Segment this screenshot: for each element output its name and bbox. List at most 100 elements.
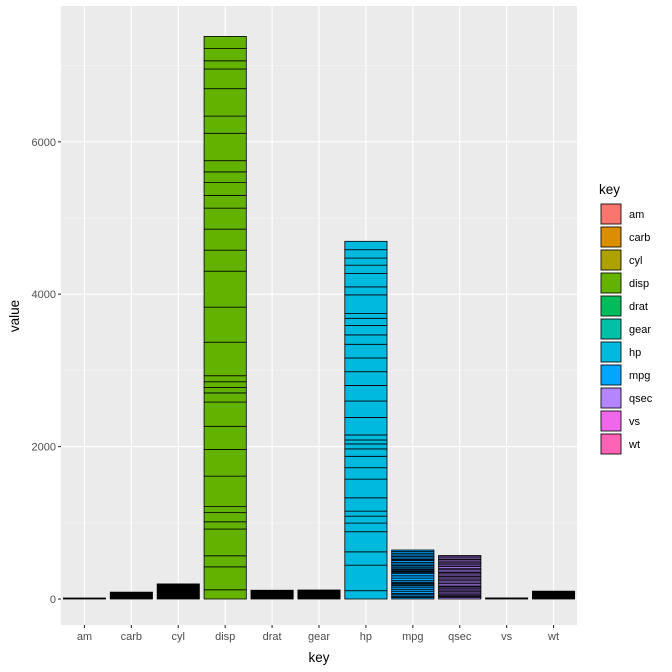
bar-segment-hp	[344, 313, 388, 319]
bar-segment-hp	[344, 325, 388, 336]
legend-label-cyl: cyl	[629, 255, 642, 267]
bar-segment-hp	[344, 317, 388, 326]
bar-segment-hp	[344, 551, 388, 566]
bar-segment-disp	[203, 589, 247, 600]
bar-segment-disp	[203, 392, 247, 403]
bar-segment-mpg	[391, 549, 435, 553]
bar-segment-disp	[203, 68, 247, 90]
x-tick-label: vs	[501, 631, 513, 643]
bar-segment-disp	[203, 160, 247, 173]
bar-segment-disp	[203, 375, 247, 383]
bar-segment-hp	[344, 343, 388, 359]
bar-segment-disp	[203, 306, 247, 343]
legend-label-hp: hp	[629, 347, 641, 359]
bar-segment-hp	[344, 385, 388, 402]
legend-label-gear: gear	[629, 324, 651, 336]
bar-segment-disp	[203, 387, 247, 394]
bar-segment-hp	[344, 357, 388, 373]
y-tick-label: 0	[50, 594, 56, 606]
bar-segment-hp	[344, 249, 388, 259]
y-axis: 0 2000 4000 6000	[32, 137, 61, 606]
bar-segment-hp	[344, 334, 388, 345]
bar-segment-disp	[203, 555, 247, 568]
x-tick-label: mpg	[402, 631, 423, 643]
bar-segment-hp	[344, 478, 388, 499]
legend-label-qsec: qsec	[629, 393, 653, 405]
bar-segment-disp	[203, 60, 247, 70]
x-tick-label: hp	[360, 631, 372, 643]
legend-swatch-disp	[600, 272, 622, 294]
bar-wt	[532, 590, 576, 600]
bar-segment-disp	[203, 132, 247, 162]
bar-segment-hp	[344, 371, 388, 386]
x-tick-label: drat	[263, 631, 282, 643]
legend-label-drat: drat	[629, 301, 648, 313]
bar-segment-disp	[203, 528, 247, 557]
bar-segment-disp	[203, 48, 247, 62]
legend-label-vs: vs	[629, 416, 641, 428]
bar-segment-disp	[203, 475, 247, 508]
bar-segment-hp	[344, 448, 388, 457]
x-tick-label: carb	[121, 631, 142, 643]
bar-drat	[250, 589, 294, 600]
bar-segment-disp	[203, 512, 247, 523]
bar-segment-hp	[344, 264, 388, 274]
x-axis-title: key	[308, 650, 329, 665]
bar-segment-disp	[203, 341, 247, 377]
x-axis: am carb cyl disp drat gear hp mpg qsec vs wt	[77, 625, 559, 643]
y-axis-title: value	[7, 300, 22, 332]
legend-swatch-cyl	[600, 249, 622, 271]
bar-segment-hp	[344, 400, 388, 418]
bar-segment-disp	[203, 228, 247, 251]
bar-segment-hp	[344, 497, 388, 512]
bar-segment-hp	[344, 273, 388, 288]
bar-carb	[109, 591, 153, 600]
legend-swatch-hp	[600, 341, 622, 363]
bar-segment-disp	[203, 249, 247, 272]
bar-segment-disp	[203, 381, 247, 388]
bar-segment-hp	[344, 455, 388, 469]
legend-label-carb: carb	[629, 232, 650, 244]
bar-segment-hp	[344, 510, 388, 517]
bar-segment-hp	[344, 515, 388, 524]
legend-swatch-wt	[600, 433, 622, 455]
bar-am	[62, 597, 106, 600]
bar-segment-hp	[344, 564, 388, 592]
bars-group	[62, 36, 576, 600]
x-tick-label: disp	[215, 631, 235, 643]
legend-swatch-qsec	[600, 387, 622, 409]
bar-segment-hp	[344, 443, 388, 450]
legend-swatch-gear	[600, 318, 622, 340]
bar-segment-hp	[344, 590, 388, 600]
legend-label-disp: disp	[629, 278, 649, 290]
legend-swatch-vs	[600, 410, 622, 432]
bar-segment-hp	[344, 439, 388, 445]
bar-segment-disp	[203, 88, 247, 117]
bar-segment-hp	[344, 286, 388, 296]
y-tick-label: 4000	[32, 289, 56, 301]
y-tick-label: 6000	[32, 137, 56, 149]
bar-segment-disp	[203, 36, 247, 49]
legend-label-wt: wt	[628, 439, 640, 451]
bar-segment-hp	[344, 531, 388, 553]
x-tick-label: am	[77, 631, 92, 643]
y-tick-label: 2000	[32, 442, 56, 454]
bar-segment-hp	[344, 240, 388, 251]
x-tick-label: cyl	[172, 631, 185, 643]
bar-segment-hp	[344, 467, 388, 480]
x-tick-label: qsec	[448, 631, 472, 643]
bar-segment-disp	[203, 182, 247, 196]
legend-title: key	[599, 182, 620, 197]
bar-segment-disp	[203, 115, 247, 134]
bar-segment-disp	[203, 449, 247, 477]
bar-segment-hp	[344, 522, 388, 533]
bar-segment-qsec	[438, 555, 482, 558]
bar-segment-disp	[203, 171, 247, 183]
bar-segment-disp	[203, 506, 247, 514]
bar-segment-hp	[344, 417, 388, 436]
x-tick-label: wt	[547, 631, 559, 643]
bar-segment-hp	[344, 434, 388, 441]
bar-gear	[297, 589, 341, 600]
bar-segment-hp	[344, 257, 388, 266]
